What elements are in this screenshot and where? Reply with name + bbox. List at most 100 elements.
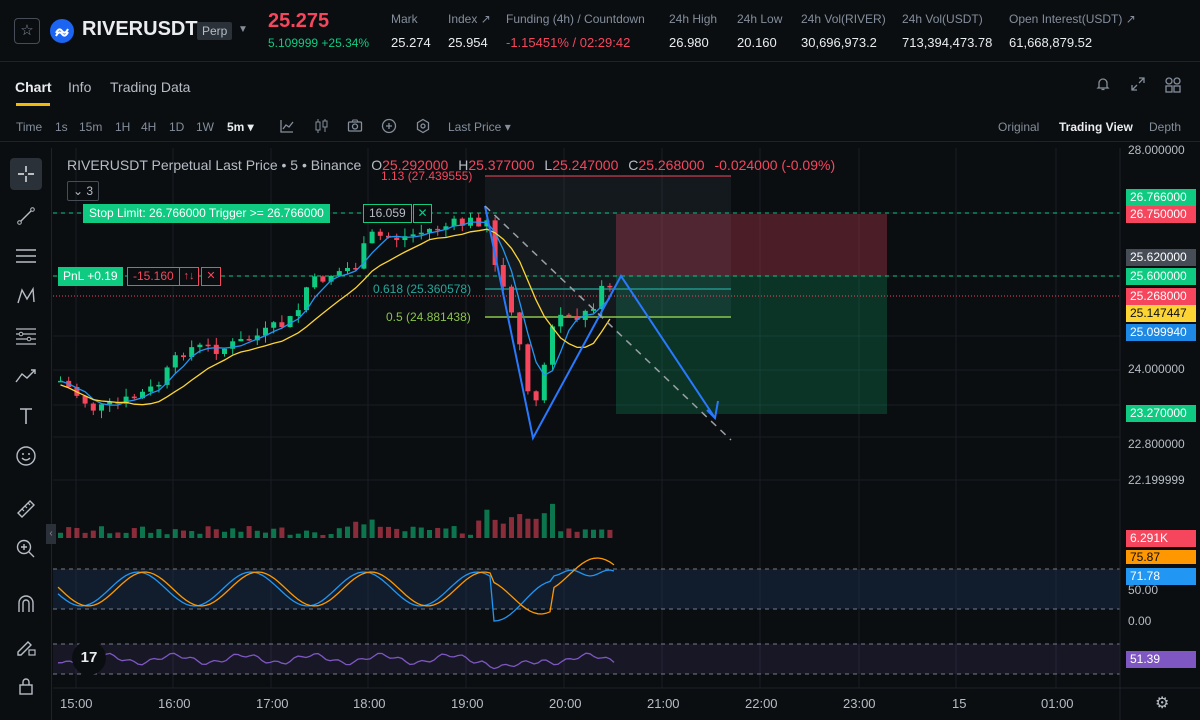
- volume-bar: [230, 528, 236, 538]
- interval-4h[interactable]: 4H: [141, 120, 157, 134]
- indicators-collapse-button[interactable]: ⌄ 3: [67, 181, 99, 201]
- emoji-icon[interactable]: [10, 440, 42, 472]
- volume-bar: [123, 532, 129, 538]
- interval-time[interactable]: Time: [16, 120, 43, 134]
- price-tag-rsi: 51.39: [1126, 651, 1196, 668]
- legend-change: -0.024000 (-0.09%): [714, 157, 836, 173]
- gear-icon[interactable]: ⚙: [1155, 695, 1170, 712]
- candle: [402, 236, 408, 241]
- volume-bar: [418, 527, 424, 538]
- interval-1h[interactable]: 1H: [115, 120, 131, 134]
- candle: [131, 396, 137, 399]
- price-tag-tp: 23.270000: [1126, 405, 1196, 422]
- stop-limit-qty[interactable]: 16.059: [363, 204, 412, 223]
- volume-bar: [164, 534, 170, 538]
- interval-1w[interactable]: 1W: [196, 120, 214, 134]
- tab-info[interactable]: Info: [68, 79, 92, 95]
- candle: [82, 395, 88, 404]
- candle: [140, 391, 145, 399]
- stat-funding: Funding (4h) / Countdown -1.15451% / 02:2…: [506, 12, 645, 50]
- river-coin-logo: [50, 19, 74, 43]
- view-depth[interactable]: Depth: [1149, 120, 1182, 134]
- time-axis-label: 15:00: [60, 696, 93, 711]
- trend-line-icon[interactable]: [10, 200, 42, 232]
- favorite-star-icon[interactable]: ☆: [14, 18, 40, 44]
- candles-icon[interactable]: [312, 118, 330, 136]
- candle: [361, 243, 367, 269]
- camera-icon[interactable]: [346, 118, 364, 136]
- volume-bar: [582, 529, 588, 538]
- volume-bar: [599, 529, 605, 538]
- volume-bar: [107, 533, 113, 538]
- price-tag-ma-blue: 25.099940: [1126, 324, 1196, 341]
- lock-icon[interactable]: [10, 670, 42, 702]
- stat-value: 26.980: [669, 35, 709, 50]
- volume-bar: [402, 531, 408, 538]
- time-axis-label: 17:00: [256, 696, 289, 711]
- text-icon[interactable]: [10, 400, 42, 432]
- volume-bar: [541, 513, 547, 538]
- view-trading-view[interactable]: Trading View: [1059, 120, 1133, 134]
- symbol-dropdown-icon[interactable]: ▼: [238, 24, 248, 35]
- collapse-toolbar-icon[interactable]: ‹: [46, 524, 56, 544]
- tab-chart[interactable]: Chart: [15, 79, 52, 95]
- horizontal-lines-icon[interactable]: [10, 240, 42, 272]
- view-original[interactable]: Original: [998, 120, 1040, 134]
- close-position-icon[interactable]: ✕: [201, 267, 221, 286]
- volume-bar: [451, 526, 457, 538]
- settings-hex-icon[interactable]: [414, 118, 432, 136]
- pattern-icon[interactable]: [10, 280, 42, 312]
- pnl-label[interactable]: PnL +0.19: [58, 267, 123, 286]
- stop-limit-order-label[interactable]: Stop Limit: 26.766000 Trigger >= 26.7660…: [83, 204, 330, 223]
- chart-legend: RIVERUSDT Perpetual Last Price • 5 • Bin…: [67, 157, 835, 173]
- reverse-position-icon[interactable]: ↑↓: [179, 267, 199, 286]
- position-qty[interactable]: -15.160: [127, 267, 180, 286]
- volume-bar: [435, 527, 441, 538]
- tab-trading-data[interactable]: Trading Data: [110, 79, 191, 95]
- symbol-name[interactable]: RIVERUSDT: [82, 18, 198, 40]
- candle: [181, 355, 186, 358]
- add-indicator-icon[interactable]: [380, 118, 398, 136]
- layout-icon[interactable]: [1163, 76, 1183, 96]
- crosshair-icon[interactable]: [10, 158, 42, 190]
- fib-zone: [485, 176, 731, 318]
- interval-1d[interactable]: 1D: [169, 120, 185, 134]
- price-chart[interactable]: [53, 148, 1200, 720]
- volume-bar: [484, 509, 490, 538]
- cancel-stop-icon[interactable]: ✕: [413, 204, 432, 223]
- chart-toolbar: Time 1s 15m 1H 4H 1D 1W 5m ▾ Last Price …: [0, 112, 1200, 142]
- fib-icon[interactable]: [10, 320, 42, 352]
- chart-area[interactable]: RIVERUSDT Perpetual Last Price • 5 • Bin…: [53, 143, 1200, 720]
- forecast-icon[interactable]: [10, 360, 42, 392]
- candle: [230, 341, 236, 349]
- stat-index[interactable]: Index ↗ 25.954: [448, 12, 491, 50]
- candle: [541, 364, 547, 401]
- bell-icon[interactable]: [1093, 76, 1113, 96]
- candle: [550, 326, 555, 365]
- legend-close-key: C: [628, 157, 639, 173]
- pencil-lock-icon[interactable]: [10, 630, 42, 662]
- volume-bar: [254, 530, 260, 538]
- ruler-icon[interactable]: [10, 493, 42, 525]
- volume-bar: [443, 528, 449, 538]
- zoom-in-icon[interactable]: [10, 533, 42, 565]
- interval-15m[interactable]: 15m: [79, 120, 103, 134]
- stat-open-interest[interactable]: Open Interest(USDT) ↗ 61,668,879.52: [1009, 12, 1136, 50]
- candle: [107, 401, 113, 405]
- volume-bar: [468, 534, 473, 538]
- magnet-icon[interactable]: [10, 588, 42, 620]
- volume-bar: [312, 532, 318, 538]
- price-type-select[interactable]: Last Price ▾: [448, 120, 511, 134]
- legend-high: 25.377000: [468, 157, 535, 173]
- volume-bar: [140, 526, 145, 538]
- time-axis-label: 01:00: [1041, 696, 1074, 711]
- tradingview-logo[interactable]: 17: [72, 641, 106, 675]
- stat-24h-low: 24h Low 20.160: [737, 12, 782, 50]
- interval-5m[interactable]: 5m ▾: [227, 120, 254, 134]
- chart-type-icon[interactable]: [278, 118, 296, 136]
- expand-icon[interactable]: [1128, 76, 1148, 96]
- candle: [279, 322, 285, 328]
- candle: [558, 314, 564, 327]
- interval-1s[interactable]: 1s: [55, 120, 68, 134]
- volume-bar: [336, 528, 342, 538]
